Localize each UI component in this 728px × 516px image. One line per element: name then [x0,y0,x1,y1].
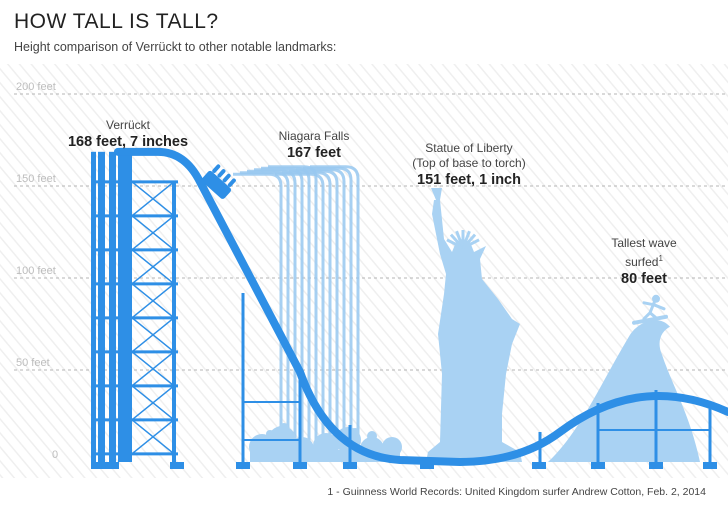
label-wave-name-1: Tallest wave [611,236,677,250]
tower-column [109,151,116,462]
ytick-200: 200 feet [16,81,56,93]
footnote: 1 - Guinness World Records: United Kingd… [327,486,706,498]
raft-body [201,170,232,199]
splash-icon [351,428,359,436]
footing [343,462,357,469]
ytick-50: 50 feet [16,357,50,369]
label-verruckt-name: Verrückt [105,118,150,132]
slide-track [114,147,728,467]
label-statue-note: (Top of base to torch) [412,156,526,170]
surfer-icon [652,294,660,303]
footing [420,462,434,469]
tower-cross-brace [131,317,175,353]
label-statue: Statue of Liberty (Top of base to torch)… [399,141,539,189]
falls-stream [261,166,311,452]
raft-icon [201,164,236,199]
torch-icon [431,188,442,201]
label-verruckt: Verrückt 168 feet, 7 inches [58,118,198,151]
falls-stream [233,172,283,452]
label-wave: Tallest wave surfed1 80 feet [594,236,694,288]
statue-silhouette [426,188,522,462]
footing [91,462,119,469]
falls-stream [268,165,318,452]
surfer-body [642,301,666,321]
falls-stream [254,168,304,452]
footing [293,462,307,469]
tower-cross-brace [131,283,175,319]
label-wave-name-2: surfed1 [594,251,694,270]
footing [703,462,717,469]
label-wave-name-2-text: surfed [625,255,659,269]
label-wave-value: 80 feet [621,271,667,287]
label-statue-name: Statue of Liberty [425,141,513,155]
falls-stream [240,171,290,452]
statue-body [426,200,522,462]
falls-stream [282,171,332,452]
ytick-150: 150 feet [16,173,56,185]
tower-cross-brace [131,351,175,387]
tower-column [91,151,96,462]
tower-column [98,151,105,462]
verruckt-coaster [91,147,728,469]
tower-cross-brace [131,385,175,421]
falls-stream [247,169,297,452]
falls-stream [303,166,353,452]
falls-stream [289,169,339,452]
footing [649,462,663,469]
tower-column [172,181,176,462]
label-niagara-name: Niagara Falls [278,129,350,143]
surfboard-icon [632,314,668,325]
tower-column [118,151,132,462]
wave-silhouette [548,294,700,462]
splash-icon [367,431,377,441]
label-niagara-value: 167 feet [286,145,341,161]
footing [236,462,250,469]
footing [591,462,605,469]
splash-icon [266,430,274,438]
tower-cross-brace [131,249,175,285]
raft-rider [217,169,226,178]
gridlines [14,93,728,371]
label-verruckt-value: 168 feet, 7 inches [67,134,189,150]
tower-cross-brace [131,181,175,217]
footnote-marker: 1 [658,254,663,263]
falls-stream [275,172,325,452]
footing [170,462,184,469]
label-statue-value: 151 feet, 1 inch [417,172,521,188]
falls-stream [296,168,346,452]
page-subtitle: Height comparison of Verrückt to other n… [14,40,337,54]
footing [532,462,546,469]
raft-rider [227,178,236,187]
raft-rider [212,164,221,173]
ytick-0: 0 [52,449,59,461]
ytick-100: 100 feet [16,265,56,277]
tower-cross-brace [131,215,175,251]
label-niagara: Niagara Falls 167 feet [254,129,374,162]
wave-body [548,320,700,462]
page-title: HOW TALL IS TALL? [14,10,219,33]
splash-icon [279,423,289,433]
tower-cross-brace [131,419,175,455]
falls-stream [310,165,360,452]
crown-ray [462,238,480,250]
raft-rider [222,173,231,183]
